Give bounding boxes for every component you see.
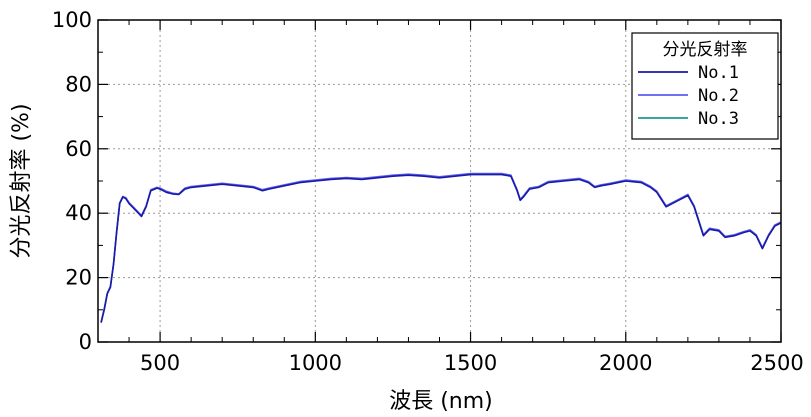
legend-label: No.3 xyxy=(698,109,739,129)
y-tick-label: 20 xyxy=(65,266,92,290)
y-tick-label: 0 xyxy=(79,330,92,354)
x-tick-label: 2500 xyxy=(750,351,803,375)
tick-labels: 500 1000 1500 2000 2500 0 20 40 60 80 100 xyxy=(52,8,804,375)
x-axis-title: 波長 (nm) xyxy=(389,389,493,414)
series-lines xyxy=(100,172,782,323)
y-tick-label: 40 xyxy=(65,201,92,225)
x-tick-label: 1000 xyxy=(289,351,342,375)
legend-label: No.2 xyxy=(698,86,739,106)
y-tick-label: 80 xyxy=(65,72,92,96)
series-line-no2 xyxy=(100,172,782,323)
legend-label: No.1 xyxy=(698,63,739,83)
y-tick-label: 100 xyxy=(52,8,92,32)
y-tick-label: 60 xyxy=(65,137,92,161)
x-tick-label: 2000 xyxy=(599,351,652,375)
legend-title: 分光反射率 xyxy=(663,40,748,60)
series-line-no1 xyxy=(100,173,782,323)
y-axis-title: 分光反射率 (%) xyxy=(9,103,34,258)
axis-ticks xyxy=(98,19,782,343)
legend: 分光反射率 No.1 No.2 No.3 xyxy=(631,32,779,140)
x-tick-label: 500 xyxy=(140,351,180,375)
series-line-no3 xyxy=(100,173,782,323)
x-tick-label: 1500 xyxy=(444,351,497,375)
legend-box xyxy=(631,32,779,140)
